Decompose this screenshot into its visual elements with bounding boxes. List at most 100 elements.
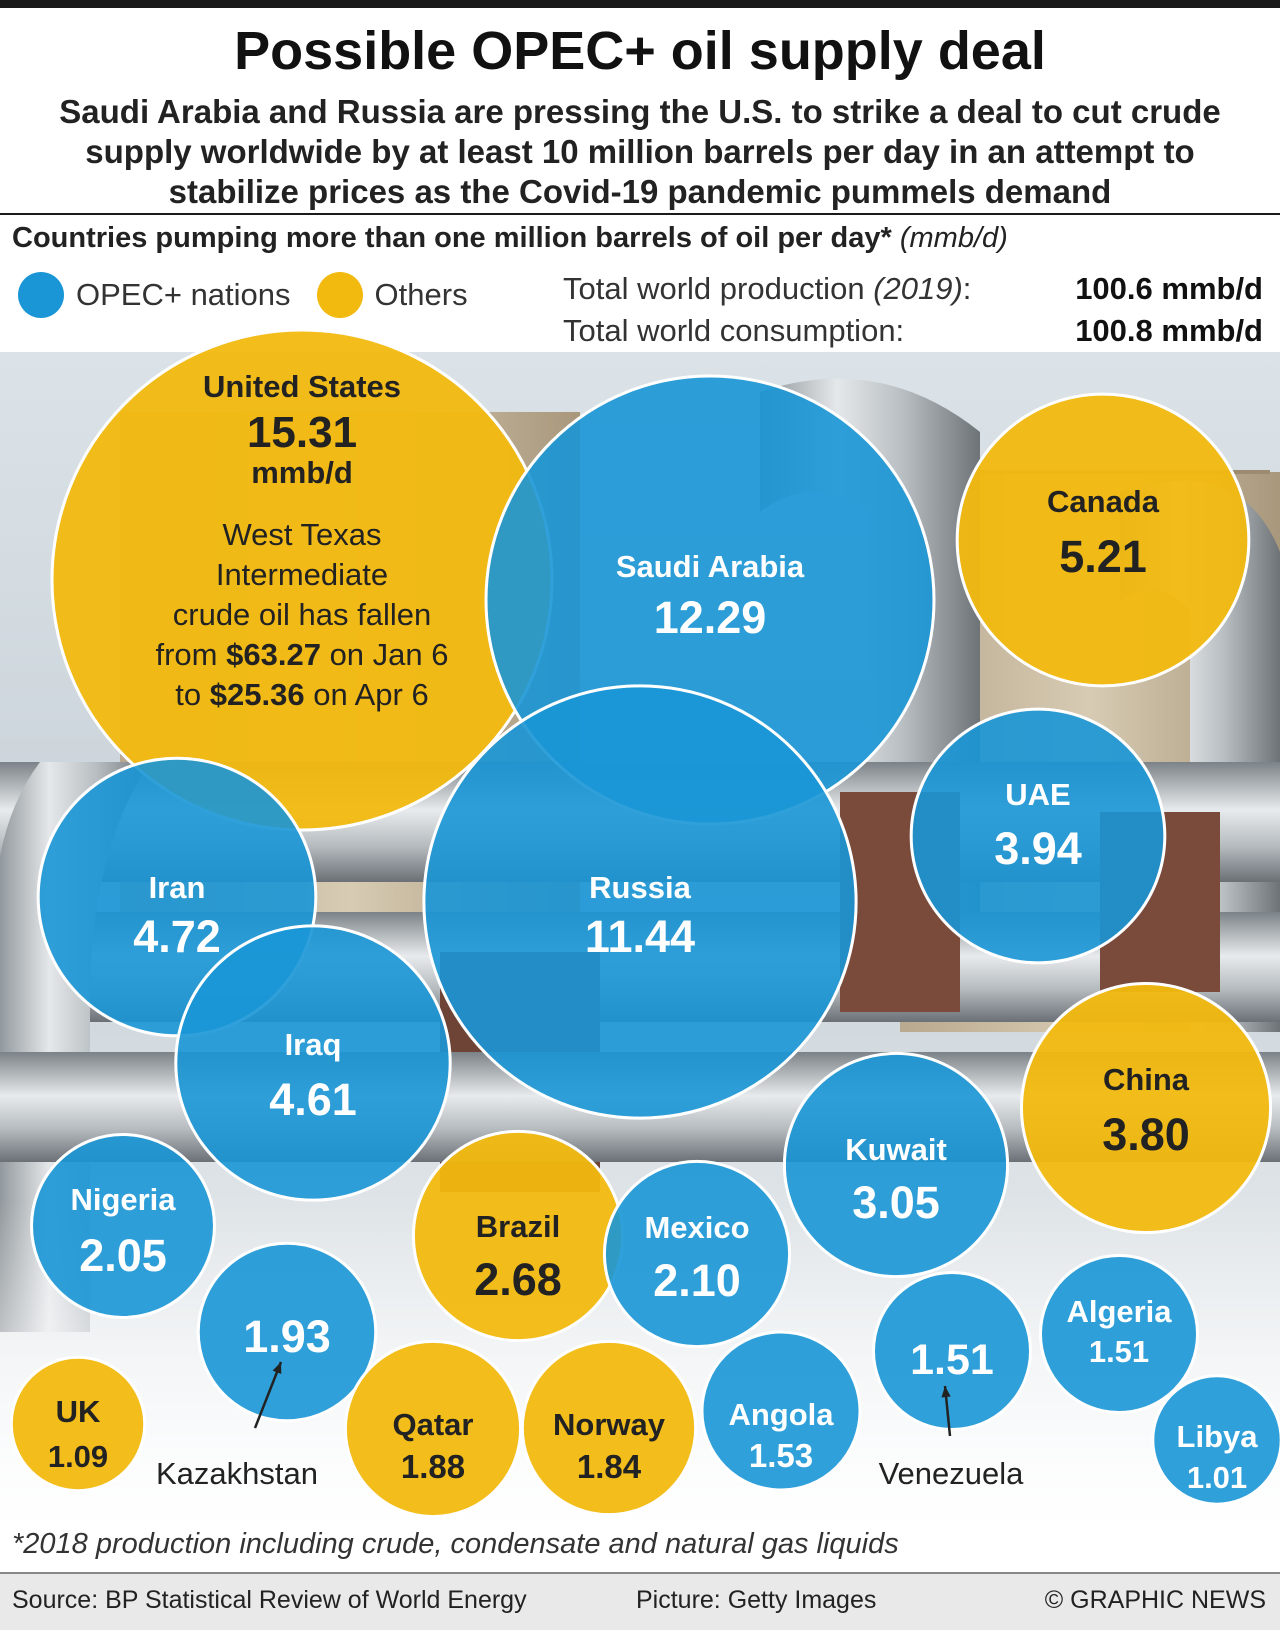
label-iran-value: 4.72 (133, 911, 221, 962)
label-kazakhstan-name: Kazakhstan (156, 1456, 318, 1491)
label-venezuela-name: Venezuela (879, 1456, 1025, 1491)
arrowhead-kazakhstan (272, 1362, 282, 1374)
legend-others-label: Others (374, 277, 468, 312)
label-uae-name: UAE (1005, 777, 1070, 812)
label-united-states-unit: mmb/d (251, 455, 353, 490)
label-venezuela-value: 1.51 (910, 1336, 994, 1384)
wti-from-line: from $63.27 on Jan 6 (156, 637, 449, 672)
label-kuwait-name: Kuwait (845, 1132, 947, 1167)
bubble-nigeria (30, 1133, 216, 1319)
label-mexico-value: 2.10 (653, 1255, 741, 1306)
bubble-china (1019, 981, 1273, 1235)
legend: OPEC+ nations Others (18, 270, 494, 320)
label-iraq-value: 4.61 (269, 1074, 357, 1125)
label-norway-value: 1.84 (577, 1448, 642, 1485)
label-kazakhstan-value: 1.93 (243, 1311, 331, 1362)
label-china-value: 3.80 (1102, 1109, 1190, 1160)
label-russia-value: 11.44 (585, 911, 695, 962)
chart-heading: Countries pumping more than one million … (12, 222, 1272, 255)
label-qatar-value: 1.88 (401, 1448, 465, 1485)
label-angola-name: Angola (728, 1397, 834, 1432)
source-text: Source: BP Statistical Review of World E… (12, 1586, 527, 1614)
label-mexico-name: Mexico (644, 1210, 749, 1245)
wti-to-part: on Apr 6 (305, 677, 429, 712)
bubble-venezuela (871, 1270, 1033, 1432)
production-label: Total world production (563, 271, 865, 306)
footnote: *2018 production including crude, conden… (12, 1528, 899, 1560)
bubble-qatar (343, 1339, 523, 1519)
label-canada-name: Canada (1047, 484, 1160, 519)
legend-opec-swatch (18, 272, 64, 318)
footer-bar: Source: BP Statistical Review of World E… (0, 1572, 1280, 1630)
consumption-label: Total world consumption: (563, 313, 905, 348)
wti-from-part: on Jan 6 (321, 637, 449, 672)
label-uk-name: UK (56, 1394, 101, 1429)
label-iraq-name: Iraq (285, 1027, 342, 1062)
label-canada-value: 5.21 (1059, 531, 1147, 582)
production-value: 100.6 mmb/d (1075, 271, 1263, 306)
chart-heading-text: Countries pumping more than one million … (12, 222, 892, 254)
label-brazil-name: Brazil (476, 1209, 560, 1244)
wti-note-line-3: crude oil has fallen (173, 597, 432, 632)
label-nigeria-name: Nigeria (70, 1182, 176, 1217)
label-saudi-arabia-value: 12.29 (654, 592, 767, 643)
bubble-algeria (1038, 1253, 1200, 1415)
label-saudi-arabia-name: Saudi Arabia (616, 549, 805, 584)
label-algeria-value: 1.51 (1089, 1334, 1149, 1369)
label-kuwait-value: 3.05 (852, 1177, 940, 1228)
page-title: Possible OPEC+ oil supply deal (234, 21, 1046, 81)
bubble-mexico (602, 1159, 792, 1349)
production-colon: : (962, 271, 972, 306)
wti-note-line-2: Intermediate (216, 557, 388, 592)
wti-to-line: to $25.36 on Apr 6 (175, 677, 428, 712)
wti-from-part: from (156, 637, 227, 672)
bubble-iraq (174, 924, 452, 1202)
label-united-states-name: United States (203, 369, 401, 404)
copyright-credit: © GRAPHIC NEWS (1044, 1586, 1266, 1614)
chart-heading-unit: (mmb/d) (899, 222, 1008, 254)
label-norway-name: Norway (553, 1407, 666, 1442)
legend-others-swatch (316, 272, 363, 318)
label-libya-name: Libya (1177, 1419, 1259, 1454)
label-iran-name: Iran (149, 870, 206, 905)
bubble-canada (955, 392, 1251, 688)
legend-opec-label: OPEC+ nations (76, 277, 291, 312)
wti-to-part: $25.36 (210, 677, 305, 712)
label-brazil-value: 2.68 (474, 1254, 562, 1305)
wti-note-line-1: West Texas (222, 517, 381, 552)
bubble-russia (422, 684, 858, 1120)
production-year: (2019) (873, 271, 963, 306)
label-algeria-name: Algeria (1066, 1294, 1172, 1329)
page-subtitle: Saudi Arabia and Russia are pressing the… (59, 93, 1221, 210)
production-row: Total world production (2019): 100.6 mmb… (563, 268, 1263, 310)
arrowhead-venezuela (941, 1386, 951, 1398)
bubble-norway (520, 1339, 698, 1517)
consumption-row: Total world consumption: 100.8 mmb/d (563, 310, 1263, 352)
label-uk-value: 1.09 (48, 1439, 108, 1474)
bubble-kazakhstan (196, 1241, 378, 1423)
bubble-uae (909, 707, 1167, 965)
consumption-value: 100.8 mmb/d (1075, 313, 1263, 348)
label-uae-value: 3.94 (994, 823, 1082, 874)
label-angola-value: 1.53 (749, 1437, 813, 1474)
label-qatar-name: Qatar (393, 1407, 474, 1442)
production-label-group: Total world production (2019): (563, 268, 971, 310)
label-united-states-value: 15.31 (247, 408, 357, 457)
label-nigeria-value: 2.05 (79, 1230, 167, 1281)
picture-credit: Picture: Getty Images (636, 1586, 877, 1614)
wti-to-part: to (175, 677, 209, 712)
wti-from-part: $63.27 (226, 637, 321, 672)
label-russia-name: Russia (589, 870, 691, 905)
bubble-libya (1151, 1374, 1280, 1506)
top-rule (0, 0, 1280, 8)
bubble-angola (700, 1330, 862, 1492)
label-libya-value: 1.01 (1187, 1460, 1247, 1495)
arrow-kazakhstan (253, 1361, 283, 1429)
bubble-kuwait (782, 1051, 1010, 1279)
label-china-name: China (1103, 1062, 1190, 1097)
bubble-uk (9, 1355, 147, 1493)
world-totals: Total world production (2019): 100.6 mmb… (563, 268, 1263, 352)
